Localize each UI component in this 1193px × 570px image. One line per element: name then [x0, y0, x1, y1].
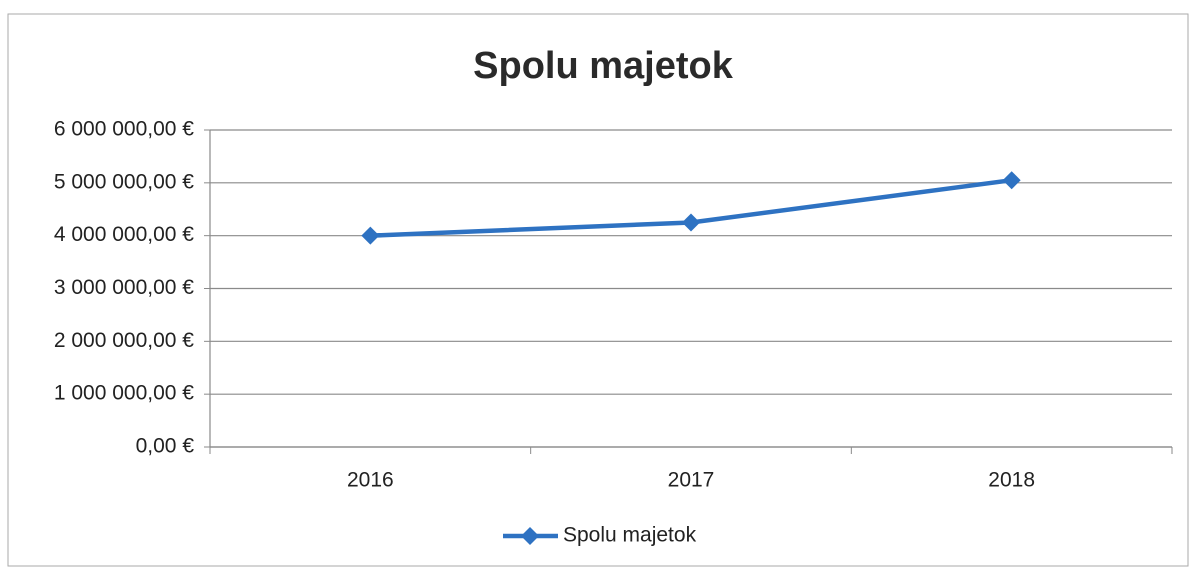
x-tick-label: 2016 [347, 469, 394, 492]
chart-border [7, 13, 1189, 567]
y-tick-label: 1 000 000,00 € [54, 382, 194, 405]
y-tick-label: 0,00 € [136, 435, 195, 458]
x-tick-label: 2017 [668, 469, 715, 492]
y-tick-label: 6 000 000,00 € [54, 118, 194, 141]
y-tick-label: 3 000 000,00 € [54, 276, 194, 299]
legend-marker [521, 527, 539, 545]
x-tick-label: 2018 [988, 469, 1035, 492]
chart-title: Spolu majetok [473, 45, 734, 87]
point-marker [361, 226, 380, 245]
point-marker [1002, 171, 1021, 190]
point-marker [682, 213, 700, 232]
legend-label: Spolu majetok [563, 524, 697, 547]
y-tick-label: 2 000 000,00 € [54, 329, 194, 352]
y-tick-label: 5 000 000,00 € [54, 170, 194, 193]
y-tick-label: 4 000 000,00 € [54, 223, 194, 246]
